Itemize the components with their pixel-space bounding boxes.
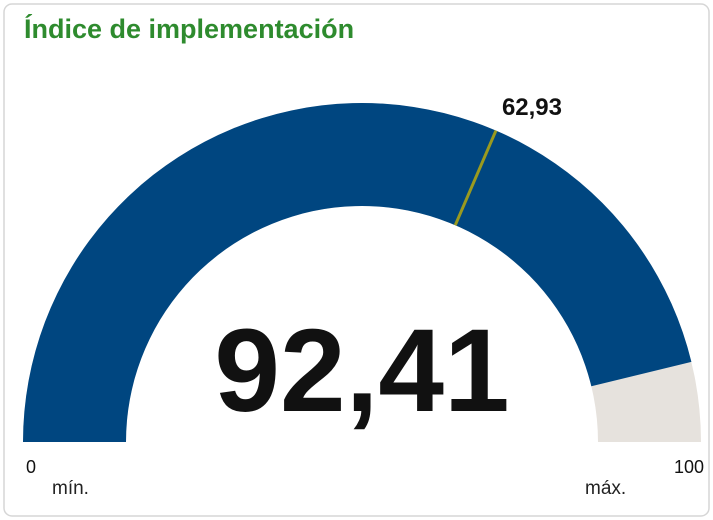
target-line (453, 129, 498, 226)
chart-title: Índice de implementación (24, 13, 354, 44)
gauge-value (23, 102, 692, 442)
max-tick-label: 100 (674, 457, 704, 477)
value-label: 92,41 (214, 305, 509, 437)
target-label: 62,93 (502, 94, 562, 121)
min-tick-label: 0 (26, 457, 36, 477)
min-label: mín. (52, 478, 89, 499)
card-frame (3, 3, 710, 517)
max-label: máx. (585, 478, 626, 499)
